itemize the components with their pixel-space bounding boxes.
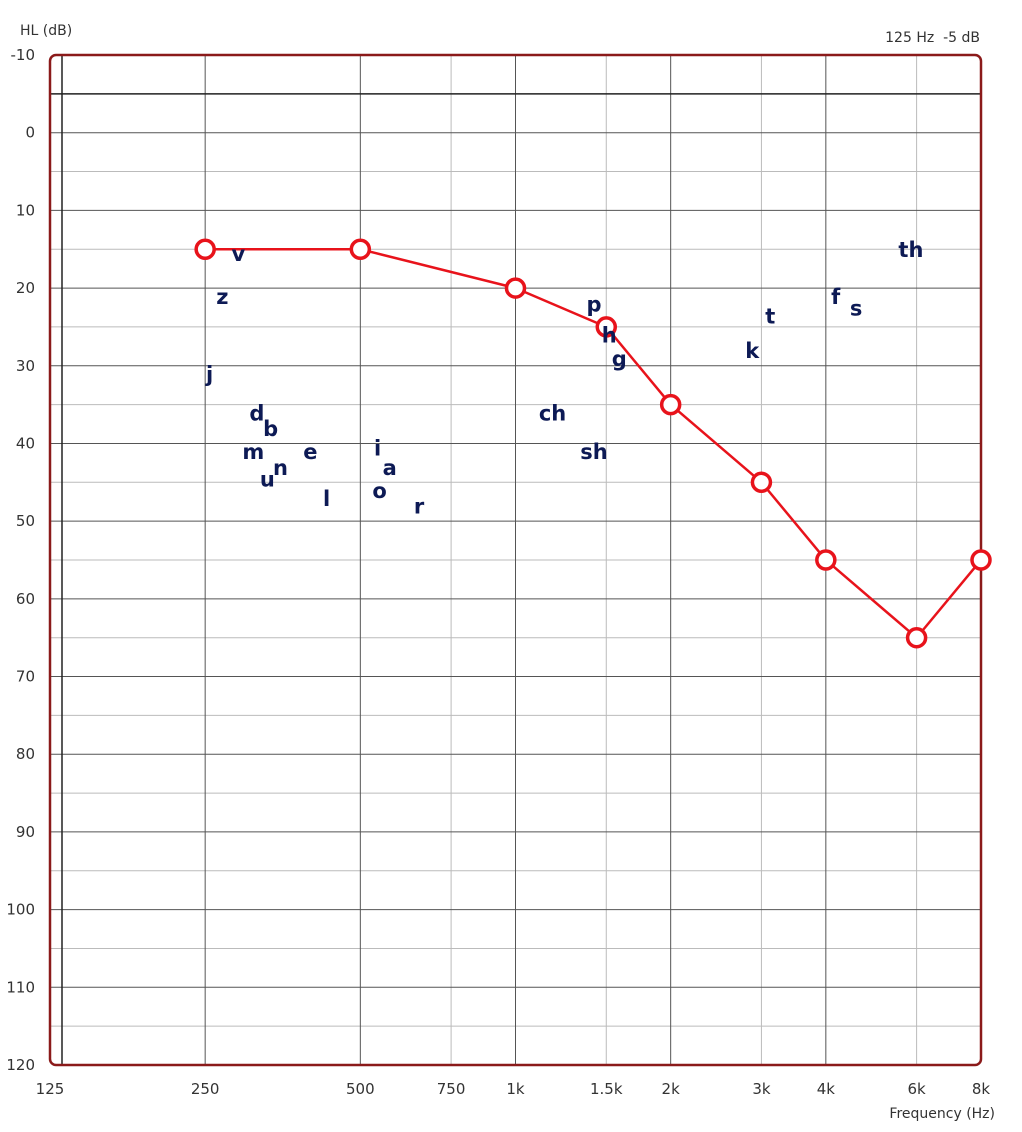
x-tick-label: 750 bbox=[437, 1080, 466, 1098]
series-segment bbox=[523, 290, 599, 325]
speech-sound-label: e bbox=[303, 440, 317, 464]
y-tick-label: 50 bbox=[16, 512, 35, 530]
series-segment bbox=[766, 488, 822, 554]
y-tick-label: -10 bbox=[11, 46, 36, 64]
series-segment bbox=[676, 409, 756, 478]
speech-sound-label: v bbox=[232, 242, 246, 266]
threshold-point bbox=[349, 238, 372, 260]
speech-sound-label: j bbox=[205, 363, 213, 387]
speech-sound-label: ch bbox=[539, 401, 566, 425]
speech-sound-label: th bbox=[898, 238, 923, 262]
y-tick-label: 20 bbox=[16, 279, 35, 297]
speech-sound-label: u bbox=[260, 467, 275, 491]
x-tick-label: 3k bbox=[752, 1080, 771, 1098]
y-tick-label: 110 bbox=[6, 978, 35, 996]
y-tick-label: 70 bbox=[16, 668, 35, 686]
threshold-point bbox=[504, 277, 527, 299]
x-tick-label: 125 bbox=[36, 1080, 65, 1098]
speech-sound-label: g bbox=[612, 347, 627, 371]
series-segment bbox=[368, 250, 508, 288]
speech-sound-label: h bbox=[602, 324, 617, 348]
x-tick-label: 1.5k bbox=[590, 1080, 623, 1098]
y-tick-label: 90 bbox=[16, 823, 35, 841]
series-segment bbox=[831, 564, 911, 633]
series-segment bbox=[921, 566, 977, 632]
speech-sound-label: n bbox=[273, 456, 288, 480]
speech-sound-label: p bbox=[586, 293, 601, 317]
y-tick-label: 80 bbox=[16, 745, 35, 763]
speech-sound-label: d bbox=[249, 401, 264, 425]
threshold-point bbox=[815, 549, 837, 571]
x-tick-label: 8k bbox=[972, 1080, 991, 1098]
y-tick-label: 60 bbox=[16, 590, 35, 608]
speech-sound-label: s bbox=[850, 297, 863, 321]
y-tick-label: 10 bbox=[16, 201, 35, 219]
threshold-point bbox=[750, 471, 773, 494]
y-axis-label: HL (dB) bbox=[20, 23, 72, 39]
x-tick-label: 6k bbox=[907, 1080, 926, 1098]
y-axis-ticks: -10 0 10 20 30 40 50 60 70 80 90 100 110 120 bbox=[6, 46, 35, 1074]
speech-sound-label: a bbox=[383, 456, 397, 480]
y-tick-label: 30 bbox=[16, 357, 35, 375]
speech-sound-label: sh bbox=[580, 440, 607, 464]
threshold-lines bbox=[50, 55, 981, 1065]
threshold-point bbox=[659, 393, 682, 416]
x-tick-label: 250 bbox=[191, 1080, 220, 1098]
speech-sound-label: r bbox=[414, 495, 425, 519]
speech-sound-label: l bbox=[323, 487, 330, 511]
speech-sound-label: b bbox=[263, 417, 278, 441]
series-segment bbox=[611, 333, 666, 399]
threshold-point bbox=[595, 316, 618, 338]
speech-sound-label: o bbox=[372, 479, 386, 503]
threshold-point bbox=[905, 626, 928, 649]
speech-sound-label: f bbox=[831, 285, 841, 309]
x-axis-label: Frequency (Hz) bbox=[889, 1106, 995, 1122]
speech-sound-label: k bbox=[745, 339, 760, 363]
corner-info-label: 125 Hz -5 dB bbox=[885, 30, 980, 46]
threshold-point bbox=[194, 238, 216, 260]
x-tick-label: 1k bbox=[506, 1080, 525, 1098]
y-tick-label: 40 bbox=[16, 434, 35, 452]
speech-sound-label: i bbox=[374, 436, 381, 460]
y-tick-label: 100 bbox=[6, 901, 35, 919]
speech-sound-label: z bbox=[216, 285, 228, 309]
x-tick-label: 2k bbox=[662, 1080, 681, 1098]
threshold-point bbox=[970, 549, 992, 571]
x-tick-label: 4k bbox=[817, 1080, 836, 1098]
series-layer bbox=[194, 238, 992, 649]
y-tick-label: 120 bbox=[6, 1056, 35, 1074]
x-axis-ticks: 125 250 500 750 1k 1.5k 2k 3k 4k 6k 8k bbox=[36, 1080, 991, 1098]
speech-sound-label: m bbox=[242, 440, 264, 464]
x-tick-label: 500 bbox=[346, 1080, 375, 1098]
y-tick-label: 0 bbox=[25, 124, 35, 142]
speech-sound-label: t bbox=[765, 304, 775, 328]
